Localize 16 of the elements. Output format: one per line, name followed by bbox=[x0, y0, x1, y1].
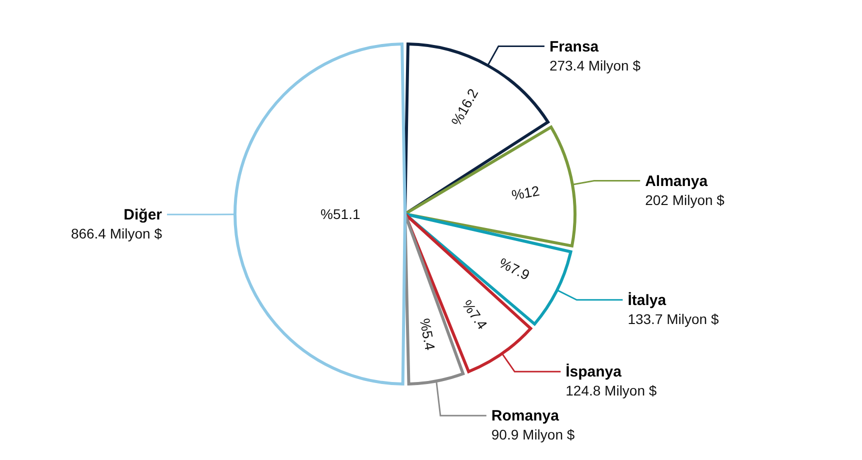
slice-label: Fransa bbox=[549, 38, 600, 56]
text: %51.1 bbox=[320, 206, 360, 222]
slice-label: Romanya bbox=[491, 408, 560, 425]
data-label: 866.4 Milyon $ bbox=[70, 225, 162, 242]
data-label: 133.7 Milyon $ bbox=[628, 310, 719, 327]
text: %7.9 bbox=[496, 254, 532, 284]
text: %5.4 bbox=[416, 317, 438, 352]
data-label: 273.4 Milyon $ bbox=[549, 57, 641, 74]
slice-label: İtalya bbox=[628, 292, 667, 309]
text: %12 bbox=[510, 182, 541, 204]
data-label: 124.8 Milyon $ bbox=[566, 382, 657, 399]
slice-label: Diğer bbox=[124, 206, 162, 224]
data-label: 90.9 Milyon $ bbox=[491, 426, 575, 443]
slice-label: Almanya bbox=[645, 172, 708, 190]
data-label: 202 Milyon $ bbox=[645, 192, 725, 208]
slice-label: İspanya bbox=[566, 364, 622, 381]
